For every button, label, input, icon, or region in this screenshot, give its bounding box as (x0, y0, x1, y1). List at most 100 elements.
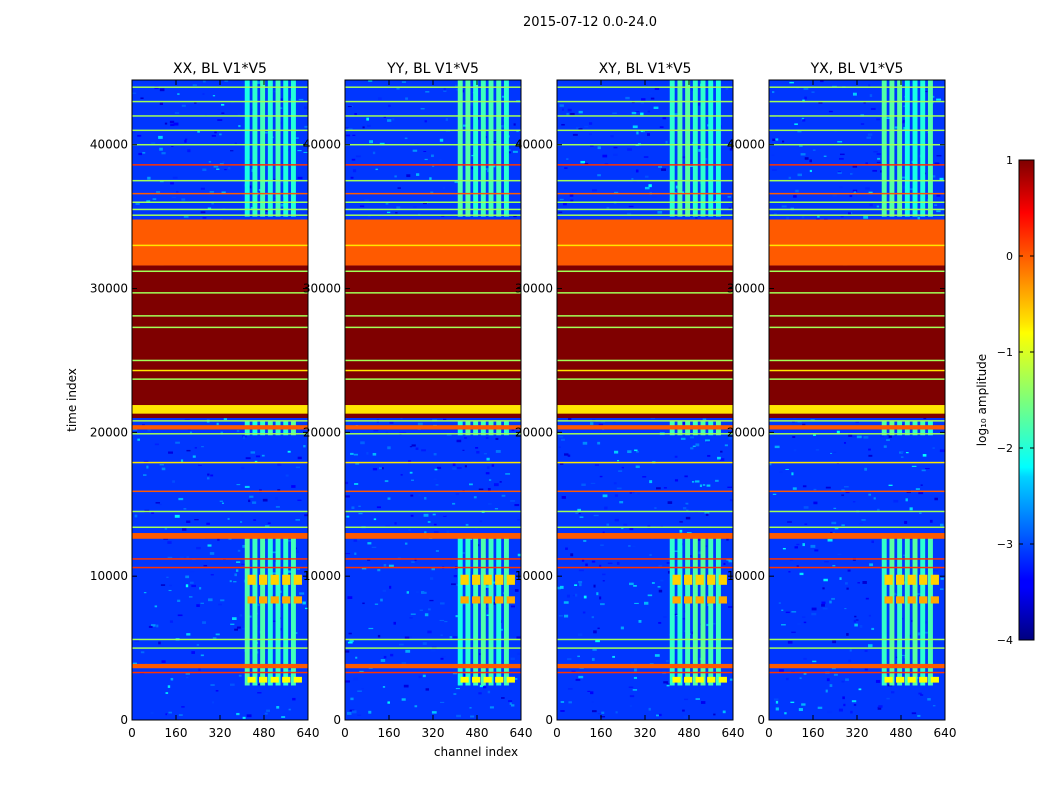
noise-speck (422, 591, 427, 594)
noise-speck (614, 518, 619, 522)
noise-speck (418, 675, 422, 679)
noise-speck (166, 576, 169, 578)
rfi-column (290, 80, 296, 217)
noise-speck (446, 530, 450, 534)
noise-speck (578, 581, 583, 584)
noise-speck (389, 421, 394, 424)
flag-line (345, 359, 521, 362)
noise-speck (646, 619, 650, 623)
flag-line (132, 292, 308, 294)
noise-speck (779, 669, 784, 673)
noise-speck (486, 614, 491, 616)
rfi-blob (460, 676, 469, 683)
noise-speck (345, 481, 349, 485)
noise-speck (774, 445, 780, 449)
noise-speck (656, 487, 661, 490)
flag-band (769, 265, 945, 418)
noise-speck (476, 450, 480, 454)
noise-speck (213, 165, 219, 168)
flag-line (769, 214, 945, 216)
flag-line (345, 558, 521, 560)
noise-speck (856, 435, 862, 439)
flag-line (132, 510, 308, 513)
noise-speck (200, 187, 205, 190)
noise-speck (876, 153, 881, 155)
noise-speck (728, 560, 733, 563)
noise-speck (346, 515, 350, 518)
noise-speck (244, 485, 250, 488)
noise-speck (843, 442, 847, 444)
x-tick-label: 640 (297, 726, 320, 740)
noise-speck (833, 673, 838, 676)
noise-speck (471, 154, 474, 157)
noise-speck (512, 678, 518, 680)
noise-speck (253, 519, 257, 521)
noise-speck (789, 81, 794, 84)
noise-speck (588, 133, 592, 136)
noise-speck (486, 607, 491, 610)
noise-speck (586, 210, 589, 212)
noise-speck (275, 506, 280, 508)
noise-speck (830, 452, 833, 454)
noise-speck (499, 660, 504, 663)
noise-speck (297, 428, 301, 431)
y-tick-label: 10000 (303, 569, 341, 583)
noise-speck (192, 84, 197, 87)
panel-title: XX, BL V1*V5 (173, 61, 267, 77)
noise-speck (810, 544, 816, 548)
flag-line (345, 292, 521, 294)
noise-speck (852, 500, 856, 503)
noise-speck (170, 678, 174, 681)
noise-speck (389, 585, 392, 589)
noise-speck (606, 523, 610, 526)
noise-speck (711, 623, 716, 625)
noise-speck (132, 92, 137, 94)
noise-speck (386, 211, 391, 214)
noise-speck (577, 508, 581, 512)
flag-line (132, 566, 308, 569)
flag-line (557, 359, 733, 362)
flag-line (132, 270, 308, 273)
noise-speck (705, 441, 711, 443)
rfi-blob (718, 574, 727, 585)
noise-speck (720, 450, 723, 453)
noise-speck (285, 474, 289, 477)
noise-speck (401, 662, 407, 665)
noise-speck (936, 210, 941, 213)
noise-speck (905, 498, 908, 502)
noise-speck (185, 672, 190, 675)
noise-speck (267, 522, 271, 524)
noise-speck (415, 447, 419, 450)
noise-speck (345, 127, 349, 129)
noise-speck (351, 158, 356, 161)
noise-speck (666, 684, 670, 687)
noise-speck (839, 577, 842, 580)
noise-speck (367, 542, 372, 545)
noise-speck (574, 584, 578, 587)
flag-line (345, 420, 521, 422)
noise-speck (382, 686, 386, 688)
rfi-blob (695, 596, 704, 604)
flag-band (769, 405, 945, 414)
flag-line (769, 164, 945, 166)
noise-speck (836, 430, 840, 434)
noise-speck (670, 504, 675, 506)
noise-speck (393, 621, 396, 625)
noise-speck (394, 522, 397, 525)
colorbar-tick-label: 0 (1006, 250, 1013, 263)
flag-line (345, 378, 521, 380)
flag-line (132, 201, 308, 203)
noise-speck (868, 191, 873, 194)
noise-speck (627, 450, 632, 454)
noise-speck (847, 212, 852, 216)
noise-speck (280, 203, 286, 207)
noise-speck (191, 584, 197, 588)
noise-speck (855, 619, 859, 621)
noise-speck (385, 525, 391, 527)
noise-speck (725, 86, 729, 90)
noise-speck (158, 503, 162, 506)
rfi-column (677, 537, 683, 686)
noise-speck (424, 120, 427, 123)
noise-speck (602, 573, 606, 576)
noise-speck (456, 439, 462, 443)
